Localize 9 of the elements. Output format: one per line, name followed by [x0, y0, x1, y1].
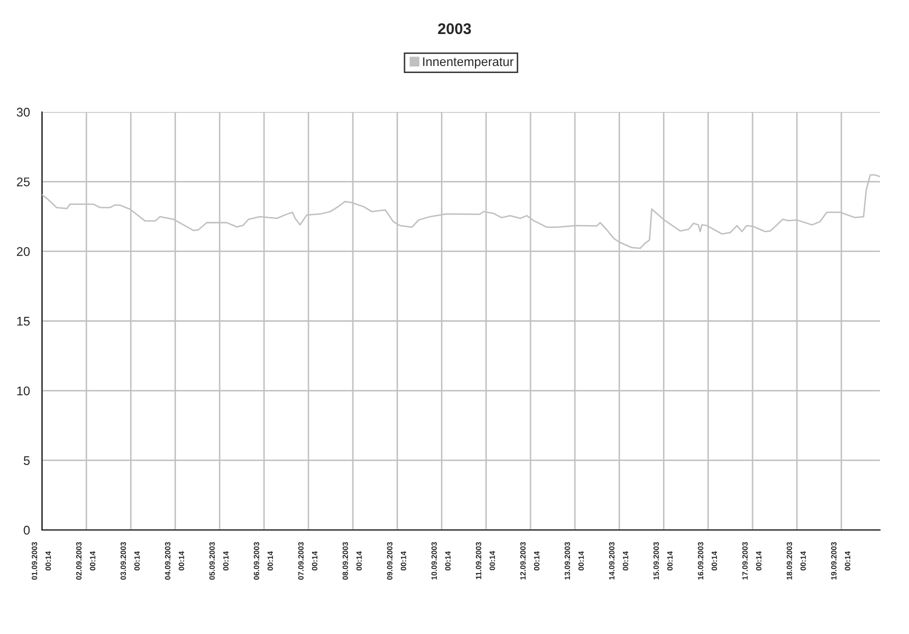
y-tick-label: 5 — [24, 456, 30, 465]
chart-title: 2003 — [438, 23, 471, 34]
y-tick-label: 15 — [17, 316, 30, 326]
y-tick-label: 20 — [16, 247, 30, 256]
y-tick-label: 0 — [24, 526, 30, 535]
y-tick-label: 30 — [16, 108, 30, 117]
y-tick-label: 25 — [16, 177, 30, 186]
y-tick-label: 10 — [17, 386, 30, 396]
legend-label: Innentemperatur — [423, 57, 514, 69]
